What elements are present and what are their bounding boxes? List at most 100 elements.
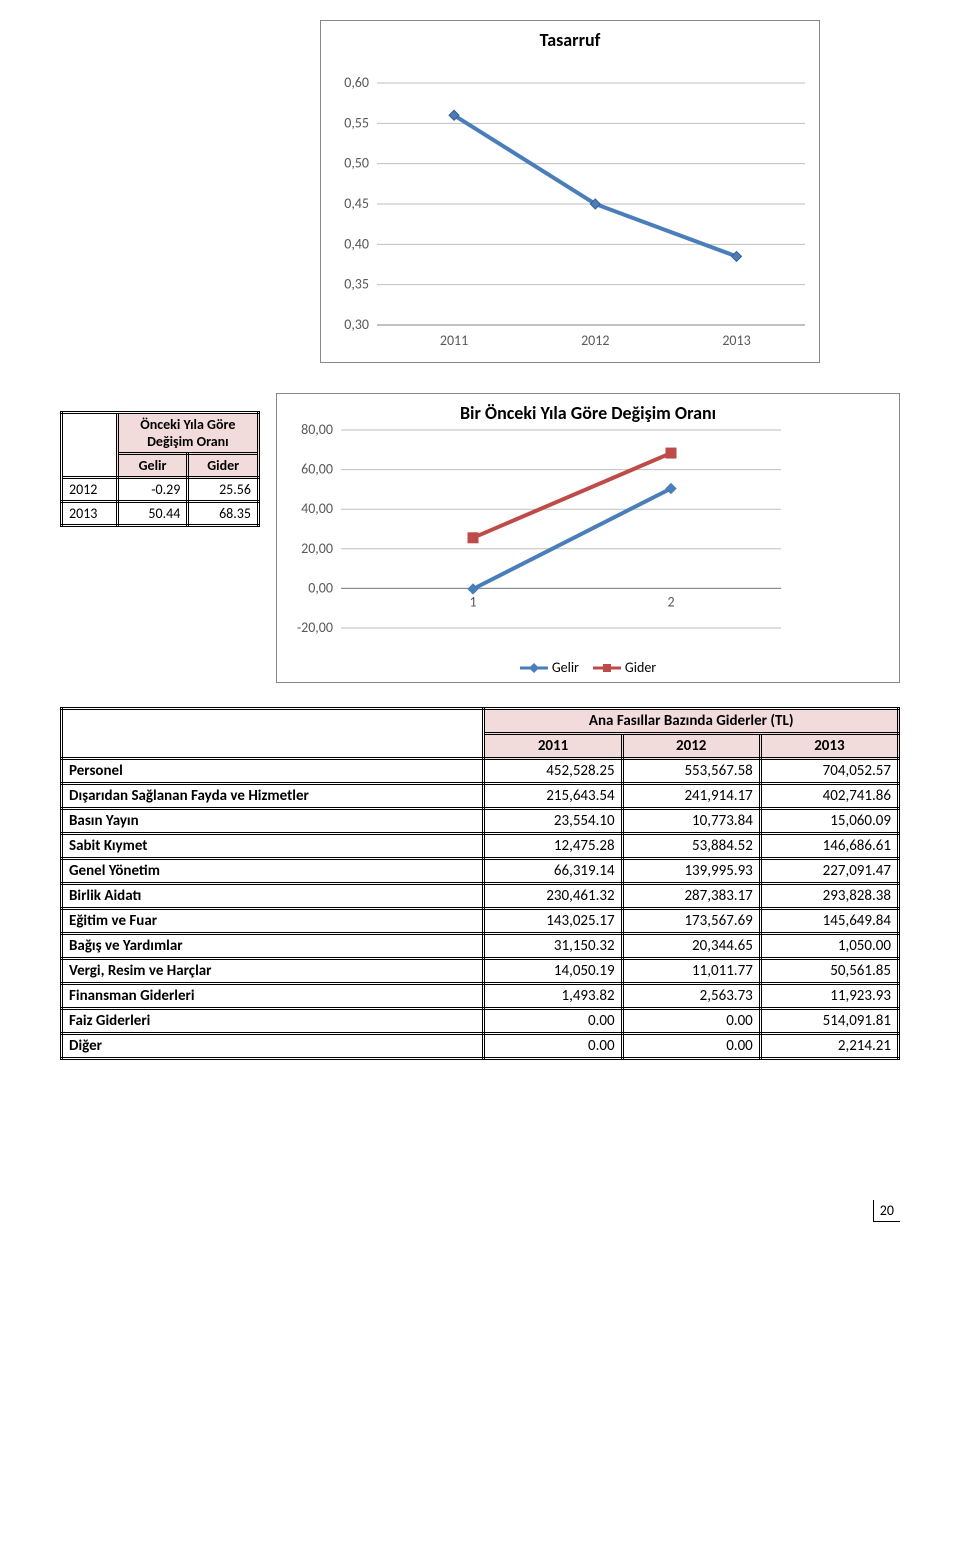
degisim-orani-chart: Bir Önceki Yıla Göre Değişim Oranı80,006… (276, 393, 900, 683)
table-row: Faiz Giderleri0.000.00514,091.81 (62, 1009, 899, 1034)
row-value: 23,554.10 (484, 809, 622, 834)
mini-col-gider: Gider (188, 454, 259, 478)
row-label: Genel Yönetim (62, 859, 484, 884)
table-row: Basın Yayın23,554.1010,773.8415,060.09 (62, 809, 899, 834)
legend-item: Gider (593, 659, 656, 676)
row-value: 12,475.28 (484, 834, 622, 859)
svg-text:20,00: 20,00 (301, 540, 333, 557)
mini-col-gelir: Gelir (117, 454, 188, 478)
row-value: 173,567.69 (622, 909, 760, 934)
row-value: 15,060.09 (760, 809, 898, 834)
svg-text:0,55: 0,55 (344, 114, 369, 131)
row-value: 230,461.32 (484, 884, 622, 909)
row-value: 0.00 (622, 1009, 760, 1034)
row-value: 11,923.93 (760, 984, 898, 1009)
legend-item: Gelir (520, 659, 579, 676)
row-value: 287,383.17 (622, 884, 760, 909)
mini-row-year: 2012 (62, 478, 118, 502)
row-value: 452,528.25 (484, 759, 622, 784)
change-rate-table: Önceki Yıla Göre Değişim Oranı Gelir Gid… (60, 411, 260, 527)
mini-table-title1: Önceki Yıla Göre (125, 416, 251, 433)
svg-text:2011: 2011 (440, 332, 468, 349)
table-row: Finansman Giderleri1,493.822,563.7311,92… (62, 984, 899, 1009)
row-label: Faiz Giderleri (62, 1009, 484, 1034)
row-label: Sabit Kıymet (62, 834, 484, 859)
svg-text:0,60: 0,60 (344, 74, 369, 91)
row-value: 241,914.17 (622, 784, 760, 809)
row-value: 53,884.52 (622, 834, 760, 859)
mini-cell: 50.44 (117, 502, 188, 526)
row-label: Diğer (62, 1034, 484, 1059)
svg-text:0,30: 0,30 (344, 316, 369, 333)
row-value: 146,686.61 (760, 834, 898, 859)
row-value: 14,050.19 (484, 959, 622, 984)
table-row: Vergi, Resim ve Harçlar14,050.1911,011.7… (62, 959, 899, 984)
row-value: 215,643.54 (484, 784, 622, 809)
svg-text:2012: 2012 (581, 332, 609, 349)
page-number: 20 (60, 1200, 900, 1222)
row-label: Vergi, Resim ve Harçlar (62, 959, 484, 984)
mini-cell: 25.56 (188, 478, 259, 502)
chart2-title: Bir Önceki Yıla Göre Değişim Oranı (277, 394, 899, 424)
row-value: 1,493.82 (484, 984, 622, 1009)
table-row: Genel Yönetim66,319.14139,995.93227,091.… (62, 859, 899, 884)
table-row: Bağış ve Yardımlar31,150.3220,344.651,05… (62, 934, 899, 959)
svg-text:40,00: 40,00 (301, 500, 333, 517)
mini-cell: -0.29 (117, 478, 188, 502)
table-row: Eğitim ve Fuar143,025.17173,567.69145,64… (62, 909, 899, 934)
row-value: 514,091.81 (760, 1009, 898, 1034)
svg-text:0,00: 0,00 (308, 579, 333, 596)
row-value: 227,091.47 (760, 859, 898, 884)
row-value: 139,995.93 (622, 859, 760, 884)
row-value: 1,050.00 (760, 934, 898, 959)
svg-text:0,50: 0,50 (344, 155, 369, 172)
row-value: 66,319.14 (484, 859, 622, 884)
svg-text:-20,00: -20,00 (297, 619, 333, 636)
table-row: Birlik Aidatı230,461.32287,383.17293,828… (62, 884, 899, 909)
svg-text:0,40: 0,40 (344, 235, 369, 252)
tasarruf-chart: Tasarruf 0,60 0,55 0,50 0,45 0,40 0,35 0,30 2011… (320, 20, 820, 363)
row-label: Bağış ve Yardımlar (62, 934, 484, 959)
big-table-header: Ana Fasıllar Bazında Giderler (TL) (484, 709, 899, 734)
row-value: 2,563.73 (622, 984, 760, 1009)
svg-text:0,35: 0,35 (344, 276, 369, 293)
degisim-svg: 80,0060,0040,0020,000,00-20,0012 (277, 424, 797, 654)
row-value: 11,011.77 (622, 959, 760, 984)
chart2-legend: Gelir Gider (277, 659, 899, 682)
svg-text:60,00: 60,00 (301, 461, 333, 478)
row-label: Eğitim ve Fuar (62, 909, 484, 934)
change-rate-table-wrapper: Önceki Yıla Göre Değişim Oranı Gelir Gid… (60, 393, 260, 527)
row-label: Finansman Giderleri (62, 984, 484, 1009)
row-value: 0.00 (484, 1009, 622, 1034)
svg-text:2013: 2013 (722, 332, 750, 349)
row-label: Basın Yayın (62, 809, 484, 834)
row-value: 2,214.21 (760, 1034, 898, 1059)
row-value: 0.00 (484, 1034, 622, 1059)
row-label: Personel (62, 759, 484, 784)
giderler-table: Ana Fasıllar Bazında Giderler (TL) 2011 … (60, 707, 900, 1060)
tasarruf-svg: 0,60 0,55 0,50 0,45 0,40 0,35 0,30 2011 2012 2013 (321, 51, 821, 357)
svg-text:0,45: 0,45 (344, 195, 369, 212)
second-row: Önceki Yıla Göre Değişim Oranı Gelir Gid… (60, 393, 900, 683)
big-col: 2013 (760, 734, 898, 759)
mini-cell: 68.35 (188, 502, 259, 526)
page-number-value: 20 (873, 1200, 900, 1222)
big-col: 2012 (622, 734, 760, 759)
row-value: 10,773.84 (622, 809, 760, 834)
table-row: Personel452,528.25553,567.58704,052.57 (62, 759, 899, 784)
row-value: 145,649.84 (760, 909, 898, 934)
row-value: 402,741.86 (760, 784, 898, 809)
row-label: Birlik Aidatı (62, 884, 484, 909)
row-value: 0.00 (622, 1034, 760, 1059)
row-value: 20,344.65 (622, 934, 760, 959)
mini-row-year: 2013 (62, 502, 118, 526)
table-row: Diğer0.000.002,214.21 (62, 1034, 899, 1059)
table-row: Sabit Kıymet12,475.2853,884.52146,686.61 (62, 834, 899, 859)
row-value: 293,828.38 (760, 884, 898, 909)
svg-text:1: 1 (469, 593, 476, 610)
svg-text:2: 2 (667, 593, 674, 610)
chart1-title: Tasarruf (321, 21, 819, 51)
row-value: 50,561.85 (760, 959, 898, 984)
table-row: Dışarıdan Sağlanan Fayda ve Hizmetler215… (62, 784, 899, 809)
row-value: 553,567.58 (622, 759, 760, 784)
